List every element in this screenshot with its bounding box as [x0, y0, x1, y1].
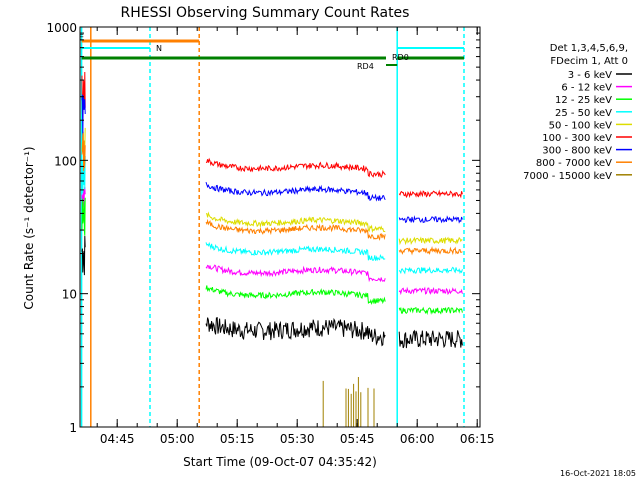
- x-tick-label-5: 06:00: [400, 432, 435, 446]
- series-12-25-kev-late: [398, 306, 463, 316]
- legend-header-line-1: Det 1,3,4,5,6,9,: [550, 43, 628, 54]
- y-tick-label-2: 100: [54, 154, 77, 168]
- x-tick-label-3: 05:30: [280, 432, 315, 446]
- x-tick-label-0: 04:45: [100, 432, 135, 446]
- series-12-25-kev-main: [205, 285, 386, 306]
- legend-label-800-7000-kev: 800 - 7000 keV: [536, 158, 612, 169]
- x-tick-label-2: 05:15: [220, 432, 255, 446]
- legend-label-300-800-kev: 300 - 800 keV: [542, 146, 612, 157]
- series-25-50-kev-main: [205, 241, 386, 262]
- x-tick-label-6: 06:15: [460, 432, 495, 446]
- plot-frame: [79, 26, 481, 428]
- legend: Det 1,3,4,5,6,9, FDecim 1, Att 0 3 - 6 k…: [523, 43, 632, 182]
- x-tick-label-1: 05:00: [160, 432, 195, 446]
- legend-label-100-300-kev: 100 - 300 keV: [542, 133, 612, 144]
- series-800-7000-kev-main: [205, 218, 386, 241]
- legend-label-7000-15000-kev: 7000 - 15000 keV: [523, 171, 612, 182]
- series-3-6-kev-late: [398, 329, 463, 349]
- flag-label-rd4: RD4: [357, 62, 374, 71]
- y-tick-label-3: 1000: [46, 21, 77, 35]
- series-300-800-kev-main: [205, 181, 386, 202]
- y-axis-label: Count Rate (s⁻¹ detector⁻¹): [22, 146, 36, 309]
- series-6-12-kev-late: [398, 286, 463, 296]
- series-12-25-kev-early: [81, 197, 86, 236]
- legend-header-line-2: FDecim 1, Att 0: [550, 56, 628, 67]
- x-tick-label-4: 05:45: [340, 432, 375, 446]
- series-100-300-kev-main: [205, 157, 386, 179]
- series-25-50-kev-late: [398, 266, 463, 275]
- chart-title: RHESSI Observing Summary Count Rates: [121, 5, 410, 21]
- series-100-300-kev-late: [398, 189, 463, 199]
- series-300-800-kev-late: [398, 215, 463, 224]
- y-tick-label-0: 1: [69, 421, 77, 435]
- flag-label-e: E: [79, 33, 84, 42]
- legend-label-25-50-kev: 25 - 50 keV: [555, 108, 612, 119]
- y-tick-label-1: 10: [62, 288, 77, 302]
- plot-area: [80, 27, 465, 427]
- series-6-12-kev-main: [205, 264, 386, 283]
- legend-label-12-25-kev: 12 - 25 keV: [555, 95, 612, 106]
- axis-ticks: 04:45 05:00 05:15 05:30 05:45 06:00 06:15 1 10 10…: [46, 21, 494, 446]
- flag-label-n: N: [156, 44, 162, 53]
- series-300-800-kev-early: [81, 94, 86, 141]
- x-axis-label: Start Time (09-Oct-07 04:35:42): [183, 455, 377, 469]
- series-800-7000-kev-late: [398, 246, 463, 256]
- series-3-6-kev-main: [205, 316, 386, 347]
- legend-label-3-6-kev: 3 - 6 keV: [568, 70, 612, 81]
- series-50-100-kev-late: [398, 236, 463, 246]
- generation-timestamp: 16-Oct-2021 18:05: [560, 469, 636, 478]
- series-50-100-kev-main: [205, 211, 386, 234]
- legend-label-50-100-kev: 50 - 100 keV: [549, 120, 613, 131]
- legend-label-6-12-kev: 6 - 12 keV: [561, 83, 612, 94]
- series-800-7000-kev-early: [81, 133, 86, 172]
- flag-label-rd0: RD0: [392, 53, 409, 62]
